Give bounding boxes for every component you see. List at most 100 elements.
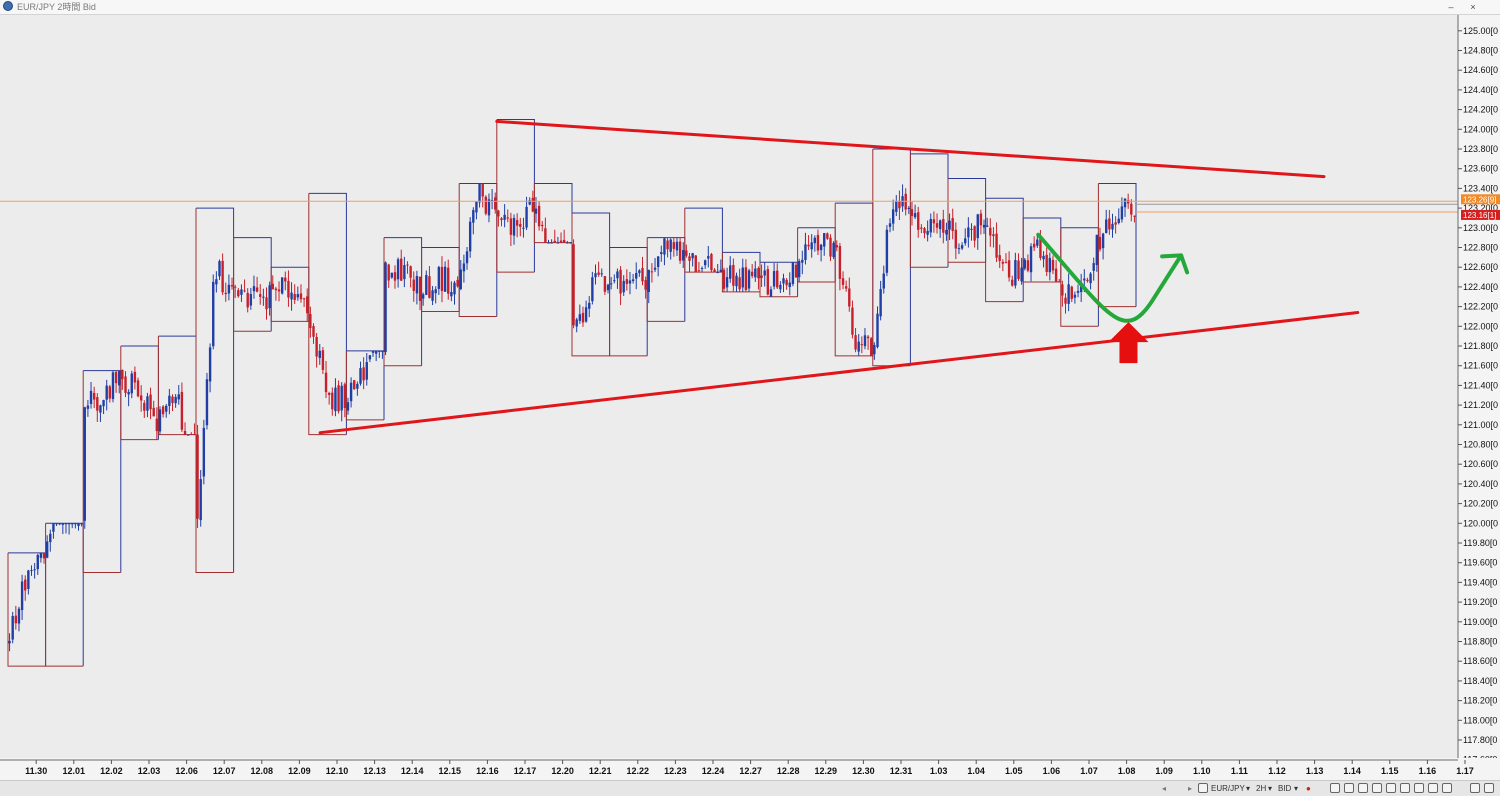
candle-body [913, 213, 917, 218]
candle-body [393, 272, 397, 281]
candle-body [139, 395, 143, 401]
y-tick-label: 121.20[0 [1463, 400, 1498, 410]
candle-body [531, 197, 535, 212]
candle-body [199, 479, 202, 521]
symbol-dropdown-icon[interactable]: ▾ [1246, 784, 1251, 793]
y-axis-panel[interactable] [1458, 15, 1500, 760]
price-tag-bg-1 [1461, 209, 1500, 220]
candle-body [860, 344, 864, 346]
candle-body [1089, 273, 1092, 284]
y-tick-label: 125.00[0 [1463, 26, 1498, 36]
candle-body [801, 259, 804, 263]
candle-body [1079, 282, 1083, 293]
candle-body [174, 396, 177, 404]
candle-body [27, 570, 30, 589]
x-tick-label: 12.23 [664, 766, 687, 776]
timeframe-dropdown-icon[interactable]: ▾ [1268, 784, 1273, 793]
box-low-24 [909, 153, 948, 268]
candle-body [186, 434, 190, 436]
candle-body [233, 286, 237, 288]
candle-body [271, 283, 274, 290]
symbol-select[interactable]: EUR/JPY [1211, 784, 1245, 793]
candle-body [277, 289, 281, 292]
timeframe-select[interactable]: 2H [1256, 784, 1267, 793]
layout-icon[interactable] [1344, 783, 1354, 793]
candle-body [381, 350, 384, 352]
candle-body [594, 273, 597, 278]
candle-body [569, 242, 572, 244]
candle-body [713, 269, 716, 273]
x-tick-label: 12.13 [363, 766, 386, 776]
candle-body [932, 219, 936, 224]
candle-body [782, 278, 785, 284]
candle-body [384, 262, 387, 353]
candle-body [61, 523, 65, 525]
scroll-left-icon[interactable]: ◂ [1162, 784, 1167, 793]
candle-body [682, 250, 685, 261]
search-icon[interactable] [1484, 783, 1494, 793]
candle-body [462, 263, 466, 272]
candle-body [400, 258, 403, 281]
candle-body [218, 261, 221, 277]
candle-body [760, 275, 763, 278]
candle-body [215, 279, 218, 285]
close-button[interactable]: × [1470, 2, 1476, 12]
candle-body [1117, 218, 1120, 223]
candle-body [55, 523, 58, 525]
candle-body [447, 267, 450, 294]
price-type-select[interactable]: BID [1278, 784, 1292, 793]
candle-body [230, 285, 234, 287]
candle-body [390, 272, 394, 278]
zoom-in-icon[interactable] [1386, 783, 1396, 793]
candle-body [732, 264, 735, 286]
candle-body [425, 274, 428, 295]
candle-body [315, 337, 318, 357]
box-high-18 [684, 207, 723, 273]
x-axis: 11.30 12.01 12.02 12.03 12.06 12.07 12.08 12.09… [25, 760, 1474, 776]
candle-body [111, 372, 115, 400]
grid-icon[interactable] [1358, 783, 1368, 793]
candle-body [155, 418, 159, 432]
bar-chart-icon[interactable] [1470, 783, 1480, 793]
candle-body [409, 266, 412, 278]
candle-body [550, 242, 553, 244]
candles [8, 183, 1136, 652]
candle-body [957, 248, 961, 250]
scroll-right-icon[interactable]: ▸ [1188, 784, 1193, 793]
y-tick-label: 121.80[0 [1463, 341, 1498, 351]
chart-type-icon[interactable] [1198, 783, 1208, 793]
candle-body [497, 210, 500, 217]
candle-body [331, 392, 334, 410]
candle-body [631, 279, 635, 282]
box-low-8 [308, 193, 347, 436]
box-low-25 [947, 178, 986, 263]
candle-body [255, 287, 259, 292]
zoom-fit-icon[interactable] [1330, 783, 1340, 793]
autoscroll-icon[interactable] [1428, 783, 1438, 793]
box-low-10 [383, 237, 422, 367]
candle-body [895, 201, 898, 212]
y-tick-label: 118.60[0 [1463, 656, 1497, 666]
candle-body [262, 296, 265, 298]
pin-icon[interactable]: ● [1306, 784, 1311, 793]
candle-body [1017, 260, 1020, 280]
y-tick-label: 123.60[0 [1463, 164, 1498, 174]
shift-icon[interactable] [1414, 783, 1424, 793]
color-icon[interactable] [1442, 783, 1452, 793]
candle-body [374, 350, 378, 354]
candle-body [450, 291, 453, 297]
candle-body [1023, 259, 1026, 269]
candle-body [371, 350, 375, 353]
candle-body [835, 244, 838, 248]
zoom-out-icon[interactable] [1400, 783, 1410, 793]
candle-body [475, 201, 478, 213]
x-tick-label: 12.17 [514, 766, 537, 776]
candle-body [165, 405, 168, 412]
candle-body [1032, 243, 1036, 248]
candle-body [572, 244, 575, 326]
price-type-dropdown-icon[interactable]: ▾ [1294, 784, 1299, 793]
candle-body [208, 347, 212, 382]
minimize-button[interactable]: ‒ [1448, 2, 1454, 12]
crosshair-icon[interactable] [1372, 783, 1382, 793]
